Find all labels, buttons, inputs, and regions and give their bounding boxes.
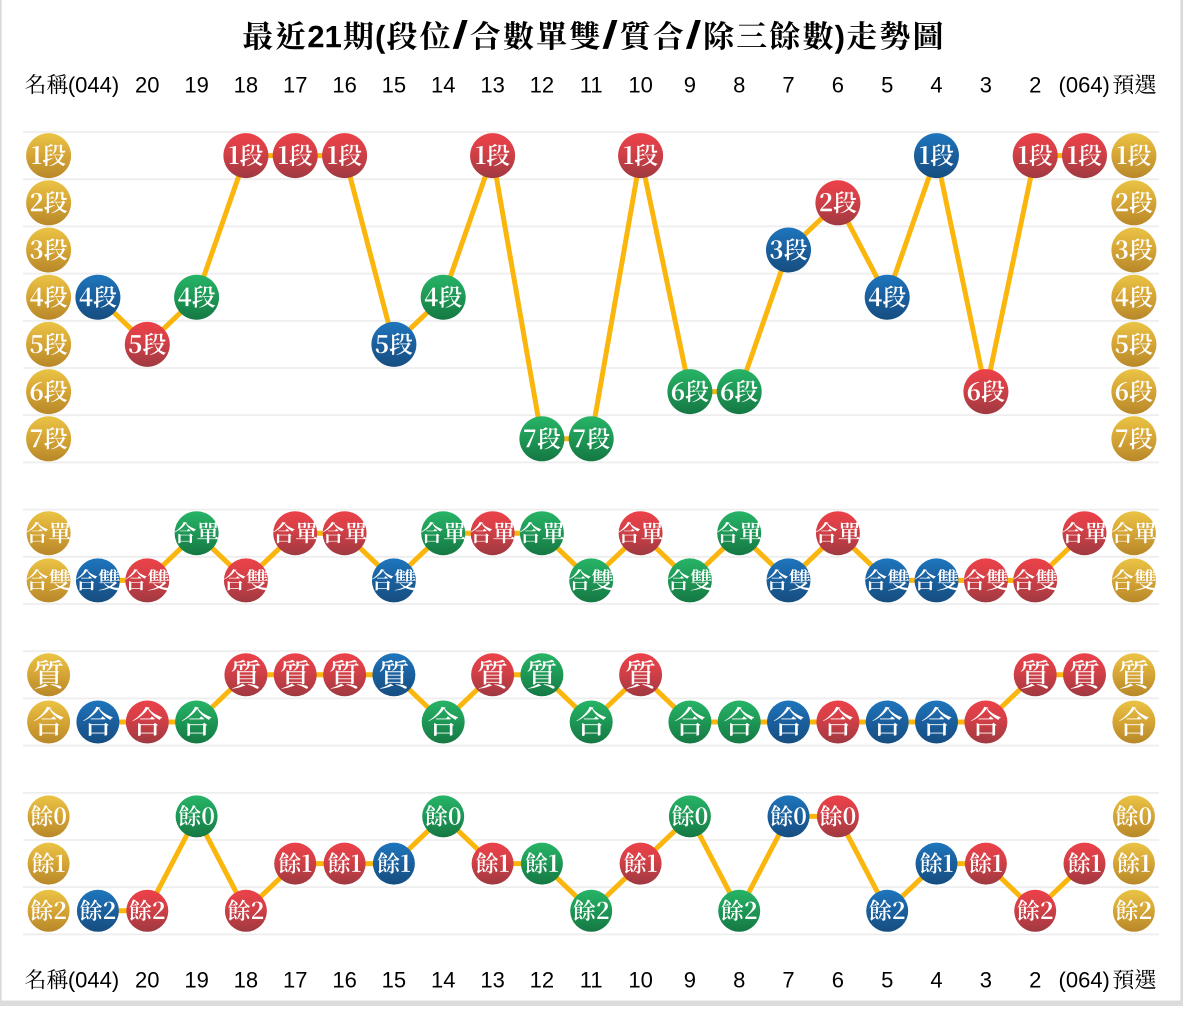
svg-text:14: 14 [431, 968, 455, 993]
svg-text:12: 12 [530, 968, 554, 993]
svg-text:15: 15 [382, 968, 406, 993]
svg-text:2: 2 [1029, 968, 1041, 993]
svg-text:17: 17 [283, 72, 307, 97]
svg-text:7: 7 [782, 72, 794, 97]
svg-text:(044): (044) [68, 72, 119, 97]
svg-text:5: 5 [881, 72, 893, 97]
svg-text:20: 20 [135, 72, 159, 97]
svg-text:17: 17 [283, 968, 307, 993]
svg-text:4: 4 [930, 968, 942, 993]
svg-text:14: 14 [431, 72, 455, 97]
svg-text:19: 19 [184, 968, 208, 993]
svg-text:4: 4 [930, 72, 942, 97]
svg-text:13: 13 [480, 968, 504, 993]
svg-text:(044): (044) [68, 968, 119, 993]
svg-text:16: 16 [332, 72, 356, 97]
svg-text:19: 19 [184, 72, 208, 97]
svg-text:(064): (064) [1059, 968, 1110, 993]
svg-text:13: 13 [480, 72, 504, 97]
svg-text:3: 3 [980, 72, 992, 97]
svg-text:10: 10 [628, 72, 652, 97]
svg-text:20: 20 [135, 968, 159, 993]
svg-text:11: 11 [580, 968, 603, 993]
svg-text:7: 7 [782, 968, 794, 993]
svg-text:8: 8 [733, 72, 745, 97]
svg-text:18: 18 [234, 968, 258, 993]
svg-text:18: 18 [234, 72, 258, 97]
svg-text:8: 8 [733, 968, 745, 993]
svg-text:9: 9 [684, 968, 696, 993]
svg-text:16: 16 [332, 968, 356, 993]
svg-text:15: 15 [382, 72, 406, 97]
svg-text:2: 2 [1029, 72, 1041, 97]
svg-text:9: 9 [684, 72, 696, 97]
svg-text:6: 6 [832, 72, 844, 97]
svg-text:11: 11 [580, 72, 603, 97]
svg-text:10: 10 [628, 968, 652, 993]
svg-text:6: 6 [832, 968, 844, 993]
svg-text:12: 12 [530, 72, 554, 97]
svg-text:3: 3 [980, 968, 992, 993]
svg-text:5: 5 [881, 968, 893, 993]
svg-text:(064): (064) [1059, 72, 1110, 97]
